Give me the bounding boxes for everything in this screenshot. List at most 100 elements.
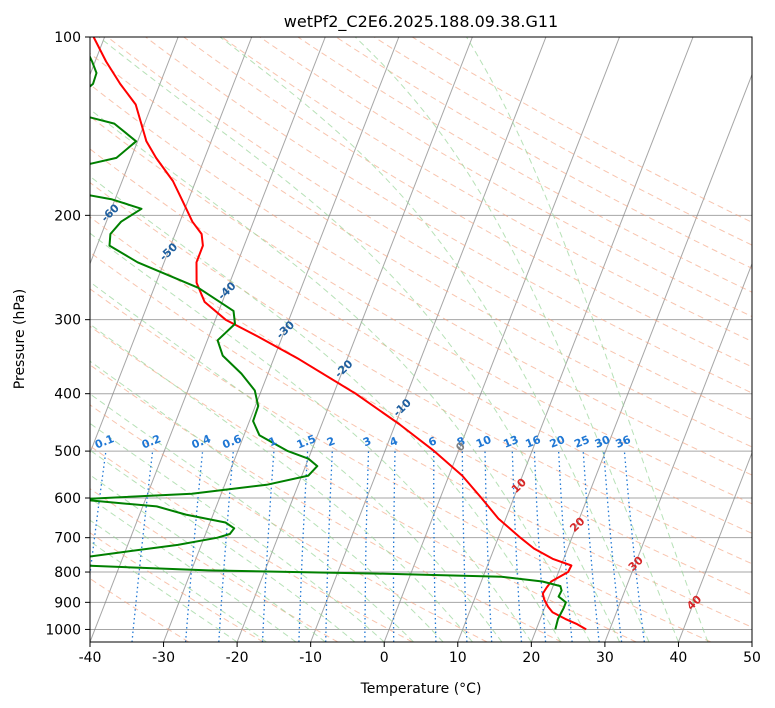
isotherm-label: -20	[332, 357, 356, 380]
moist-adiabat	[466, 37, 709, 642]
x-tick-label: 40	[670, 650, 688, 666]
isotherm-line	[90, 37, 326, 642]
mixing-ratio-line	[623, 451, 645, 642]
mixing-ratio-line	[364, 451, 370, 642]
moist-adiabat	[90, 449, 356, 642]
moist-adiabat	[90, 281, 503, 642]
mixing-ratio-label: 0.2	[140, 432, 163, 451]
dry-adiabat	[90, 115, 752, 505]
mixing-ratio-line	[484, 451, 493, 642]
line-labels: 0.10.20.40.611.52346810131620253036-100-…	[0, 123, 704, 612]
mixing-ratio-label: 30	[593, 433, 612, 451]
mixing-ratio-line	[218, 451, 234, 642]
y-tick-label: 100	[54, 30, 81, 46]
dry-adiabat	[90, 83, 752, 476]
x-tick-label: 0	[380, 650, 389, 666]
isotherm-label: -40	[215, 279, 239, 302]
mixing-ratio-label: 3	[361, 434, 373, 449]
moist-adiabat	[98, 37, 621, 642]
moist-adiabat	[90, 474, 326, 642]
x-tick-label: 20	[522, 650, 540, 666]
mixing-ratio-label: 20	[548, 433, 567, 451]
mixing-ratio-line	[184, 451, 204, 642]
y-tick-label: 600	[54, 491, 81, 507]
mixing-ratio-label: 4	[388, 434, 400, 449]
dry-adiabat	[373, 37, 752, 246]
isotherm-line	[751, 640, 752, 642]
dry-adiabat	[90, 52, 752, 448]
mixing-ratio-label: 0.6	[221, 432, 244, 451]
moist-adiabat	[90, 360, 444, 642]
moist-adiabat	[90, 323, 473, 642]
mixing-ratio-label: 16	[524, 433, 543, 451]
x-axis-label: Temperature (°C)	[360, 681, 482, 697]
mixing-ratio-line	[90, 451, 107, 580]
isotherm-line	[90, 37, 253, 455]
isotherm-line	[604, 262, 752, 642]
temperature-profile	[92, 37, 587, 631]
y-tick-label: 800	[54, 565, 81, 581]
isotherm-label: -80	[0, 123, 5, 146]
dry-adiabat	[90, 216, 752, 596]
dry-adiabat	[259, 37, 752, 318]
isotherm-label: -70	[40, 162, 64, 185]
dewpoint-profile	[90, 54, 567, 630]
plot-frame	[89, 36, 753, 643]
x-tick-label: 30	[596, 650, 614, 666]
y-tick-label: 200	[54, 208, 81, 224]
moist-adiabat	[90, 497, 297, 642]
dry-adiabat	[90, 288, 712, 642]
moist-adiabat	[219, 37, 650, 642]
mixing-ratio-label: 10	[474, 433, 493, 451]
mixing-ratio-label: 36	[614, 433, 633, 451]
mixing-ratio-label: 8	[455, 434, 467, 449]
isotherm-line	[457, 37, 694, 642]
dry-adiabat	[90, 404, 488, 642]
y-tick-label: 700	[54, 531, 81, 547]
y-tick-label: 300	[54, 313, 81, 329]
dry-adiabat	[107, 37, 752, 421]
isotherm-line	[90, 37, 179, 266]
dry-adiabat	[90, 182, 752, 565]
mixing-ratio-line	[603, 451, 623, 642]
mixing-ratio-line	[298, 451, 309, 642]
isotherm-label: -60	[99, 201, 123, 224]
dry-adiabat	[90, 445, 413, 642]
isotherm-line	[677, 451, 752, 642]
dry-adiabat	[297, 37, 752, 293]
mixing-ratio-label: 1	[267, 434, 279, 449]
moist-adiabat	[90, 422, 385, 642]
axis-ticks: -40 -30 -20 -10 0 10 20 30 40 50 100 200 300 400 500 60…	[45, 30, 761, 666]
x-tick-label: -30	[152, 650, 175, 666]
mixing-ratio-line	[511, 451, 523, 642]
isotherm-line	[530, 73, 752, 642]
isotherm-label: 20	[567, 515, 587, 535]
x-tick-label: -10	[299, 650, 322, 666]
mixing-ratio-label: 13	[501, 433, 520, 451]
isotherm-label: 10	[509, 476, 529, 496]
dry-adiabat	[221, 37, 752, 342]
moist-adiabat	[90, 519, 267, 642]
mixing-ratio-line	[557, 451, 573, 642]
dry-adiabat	[145, 37, 752, 394]
mixing-ratio-line	[533, 451, 547, 642]
isotherm-label: -10	[391, 396, 415, 419]
mixing-ratio-line	[392, 451, 396, 642]
moist-adiabat	[90, 232, 532, 642]
mixing-ratio-line	[261, 451, 275, 642]
isotherm-label: -30	[274, 318, 298, 341]
y-tick-label: 500	[54, 444, 81, 460]
isotherm-label: 40	[684, 592, 704, 612]
x-tick-label: 10	[449, 650, 467, 666]
dry-adiabat	[411, 37, 752, 223]
isotherm-line	[236, 37, 473, 642]
mixing-ratio-line	[582, 451, 600, 642]
mixing-ratio-line	[433, 451, 437, 642]
y-axis-label: Pressure (hPa)	[12, 289, 28, 389]
isotherm-label: -50	[157, 240, 181, 263]
plot-area	[90, 37, 752, 642]
dry-adiabat	[90, 578, 189, 642]
mixing-ratio-line	[325, 451, 333, 642]
isotherm-line	[383, 37, 620, 642]
